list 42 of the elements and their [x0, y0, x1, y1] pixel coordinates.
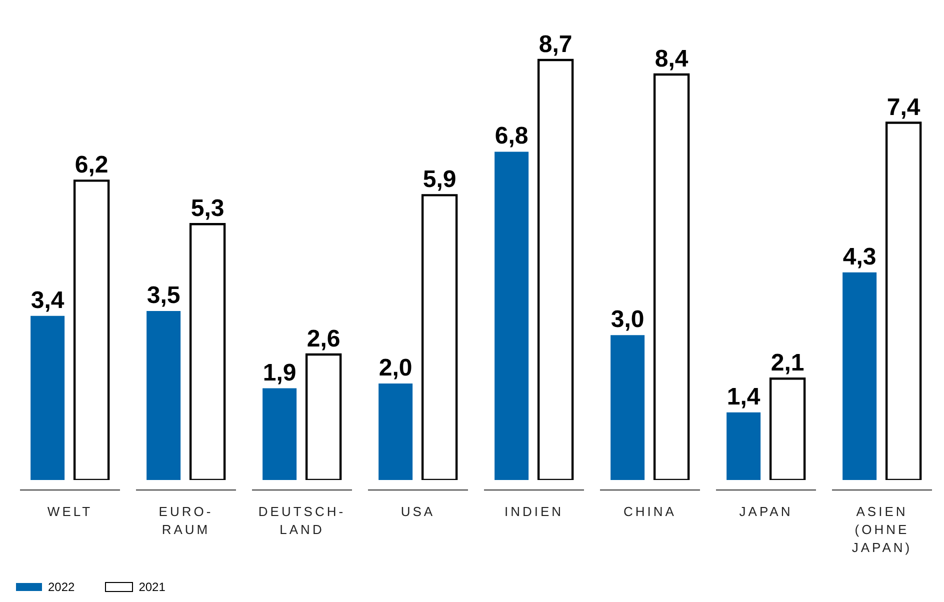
bar: [378, 383, 413, 480]
data-label: 2,1: [770, 350, 804, 377]
data-label: 3,5: [146, 282, 180, 310]
bar: [537, 58, 574, 480]
bar: [421, 194, 458, 480]
data-label: 2,0: [378, 354, 412, 382]
bar: [769, 378, 806, 480]
data-label: 2,6: [306, 325, 340, 352]
x-tick-label: JAPAN: [739, 504, 793, 519]
bar: [653, 73, 690, 480]
data-label: 3,4: [30, 286, 65, 314]
bar: [189, 223, 226, 480]
bar: [610, 335, 645, 480]
bar: [30, 316, 65, 480]
data-label: 7,4: [886, 94, 921, 121]
x-tick-label: CHINA: [624, 504, 676, 519]
x-tick-label: EURO- RAUM: [158, 504, 214, 537]
bar: [885, 122, 922, 480]
data-label: 6,8: [494, 122, 528, 150]
data-label: 5,9: [422, 166, 456, 194]
bar: [726, 412, 761, 480]
legend-label: 2022: [48, 580, 75, 594]
x-tick-label: DEUTSCH- LAND: [258, 504, 346, 537]
data-label: 5,3: [190, 195, 224, 222]
data-label: 3,0: [610, 306, 644, 334]
data-label: 6,2: [74, 152, 108, 179]
legend-label: 2021: [138, 580, 166, 594]
bar: [73, 180, 110, 480]
bar: [262, 388, 297, 480]
data-label: 1,9: [262, 359, 296, 386]
data-label: 1,4: [726, 383, 761, 410]
data-label: 4,3: [842, 243, 876, 270]
x-tick-label: INDIEN: [504, 504, 564, 519]
data-label: 8,7: [538, 31, 572, 58]
x-tick-label: ASIEN (OHNE JAPAN): [852, 504, 912, 555]
bar: [842, 272, 877, 480]
bar: [146, 311, 181, 480]
x-tick-label: WELT: [47, 504, 93, 519]
x-tick-label: USA: [400, 504, 436, 519]
bar: [305, 353, 342, 480]
bar: [494, 152, 529, 480]
data-label: 8,4: [654, 45, 689, 72]
